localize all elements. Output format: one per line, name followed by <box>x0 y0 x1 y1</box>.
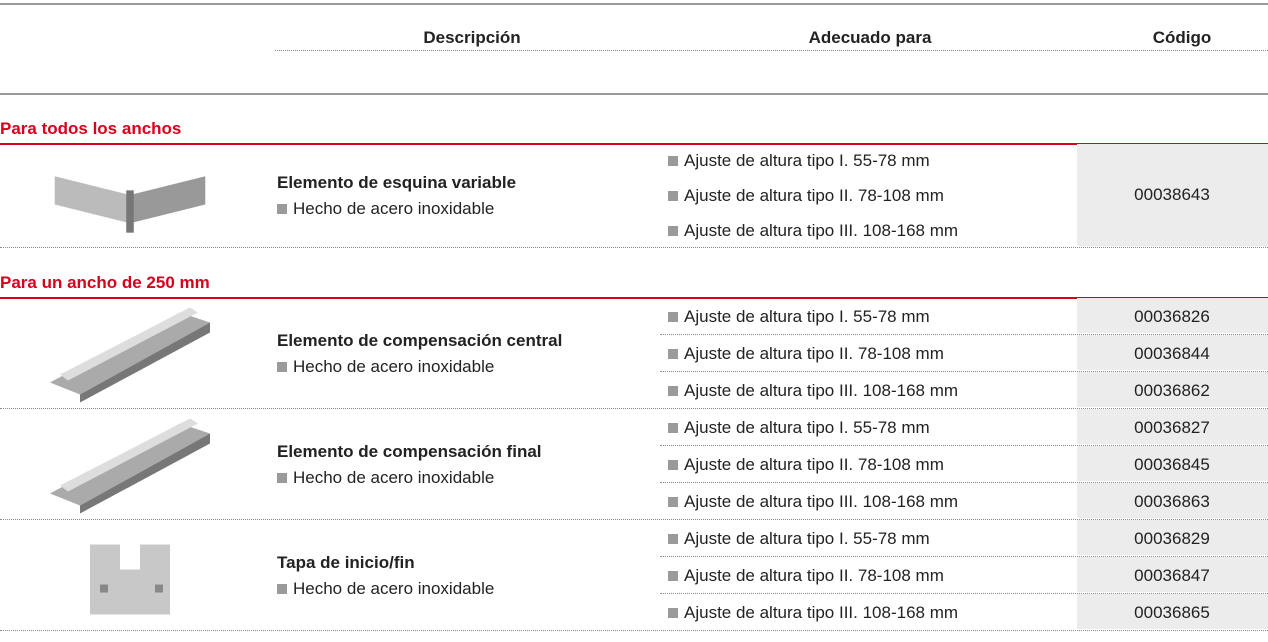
product-image <box>40 148 220 242</box>
row-dotted-rule <box>660 371 1268 373</box>
top-rule <box>0 3 1268 5</box>
suitable-item: Ajuste de altura tipo I. 55-78 mm <box>668 418 930 438</box>
suitable-item: Ajuste de altura tipo II. 78-108 mm <box>668 566 944 586</box>
column-header: Código <box>1152 28 1212 47</box>
product-drawing <box>54 176 206 233</box>
product-dotted-rule <box>0 408 1268 410</box>
code-cell <box>1077 520 1268 556</box>
product-code: 00036829 <box>1134 528 1210 548</box>
row-dotted-rule <box>660 482 1268 484</box>
suitable-item: Ajuste de altura tipo II. 78-108 mm <box>668 455 944 475</box>
product-code: 00036845 <box>1134 454 1210 474</box>
product-code: 00036847 <box>1134 565 1210 585</box>
product-dotted-rule <box>0 630 1268 632</box>
suitable-item: Ajuste de altura tipo II. 78-108 mm <box>668 186 944 206</box>
product-material: Hecho de acero inoxidable <box>277 468 494 488</box>
column-header: Adecuado para <box>808 28 932 47</box>
code-cell <box>1077 144 1268 247</box>
product-drawing <box>50 418 210 514</box>
code-cell <box>1077 557 1268 593</box>
suitable-item: Ajuste de altura tipo II. 78-108 mm <box>668 344 944 364</box>
product-name: Tapa de inicio/fin <box>277 552 415 572</box>
product-material: Hecho de acero inoxidable <box>277 199 494 219</box>
product-name: Elemento de compensación final <box>277 441 542 461</box>
code-cell <box>1077 372 1268 408</box>
product-code: 00036844 <box>1134 343 1210 363</box>
product-image <box>40 302 220 403</box>
row-dotted-rule <box>660 556 1268 558</box>
product-image <box>40 524 220 625</box>
product-code: 00038643 <box>1134 185 1210 205</box>
product-code: 00036862 <box>1134 380 1210 400</box>
suitable-item: Ajuste de altura tipo I. 55-78 mm <box>668 151 930 171</box>
suitable-item: Ajuste de altura tipo III. 108-168 mm <box>668 381 958 401</box>
suitable-item: Ajuste de altura tipo III. 108-168 mm <box>668 492 958 512</box>
row-dotted-rule <box>660 445 1268 447</box>
code-cell <box>1077 483 1268 519</box>
product-code: 00036827 <box>1134 417 1210 437</box>
product-material: Hecho de acero inoxidable <box>277 357 494 377</box>
product-material: Hecho de acero inoxidable <box>277 579 494 599</box>
row-dotted-rule <box>660 593 1268 595</box>
row-dotted-rule <box>660 334 1268 336</box>
product-drawing <box>90 544 170 615</box>
product-image <box>40 413 220 514</box>
suitable-item: Ajuste de altura tipo I. 55-78 mm <box>668 529 930 549</box>
code-cell <box>1077 298 1268 334</box>
product-code: 00036865 <box>1134 602 1210 622</box>
header-bottom-rule <box>0 93 1268 95</box>
product-code: 00036863 <box>1134 491 1210 511</box>
header-dotted-rule <box>275 50 1268 51</box>
suitable-item: Ajuste de altura tipo III. 108-168 mm <box>668 221 958 241</box>
section-title: Para un ancho de 250 mm <box>0 273 210 293</box>
section-rule <box>0 143 1268 145</box>
product-code: 00036826 <box>1134 306 1210 326</box>
code-cell <box>1077 409 1268 445</box>
section-rule <box>0 297 1268 300</box>
code-cell <box>1077 594 1268 630</box>
suitable-item: Ajuste de altura tipo I. 55-78 mm <box>668 307 930 327</box>
suitable-item: Ajuste de altura tipo III. 108-168 mm <box>668 603 958 623</box>
code-cell <box>1077 335 1268 371</box>
section-title: Para todos los anchos <box>0 119 182 138</box>
product-dotted-rule <box>0 247 1268 249</box>
product-drawing <box>50 307 210 403</box>
product-name: Elemento de compensación central <box>277 330 563 350</box>
code-cell <box>1077 446 1268 482</box>
product-dotted-rule <box>0 519 1268 521</box>
column-header: Descripción <box>423 28 521 47</box>
product-name: Elemento de esquina variable <box>277 173 517 193</box>
